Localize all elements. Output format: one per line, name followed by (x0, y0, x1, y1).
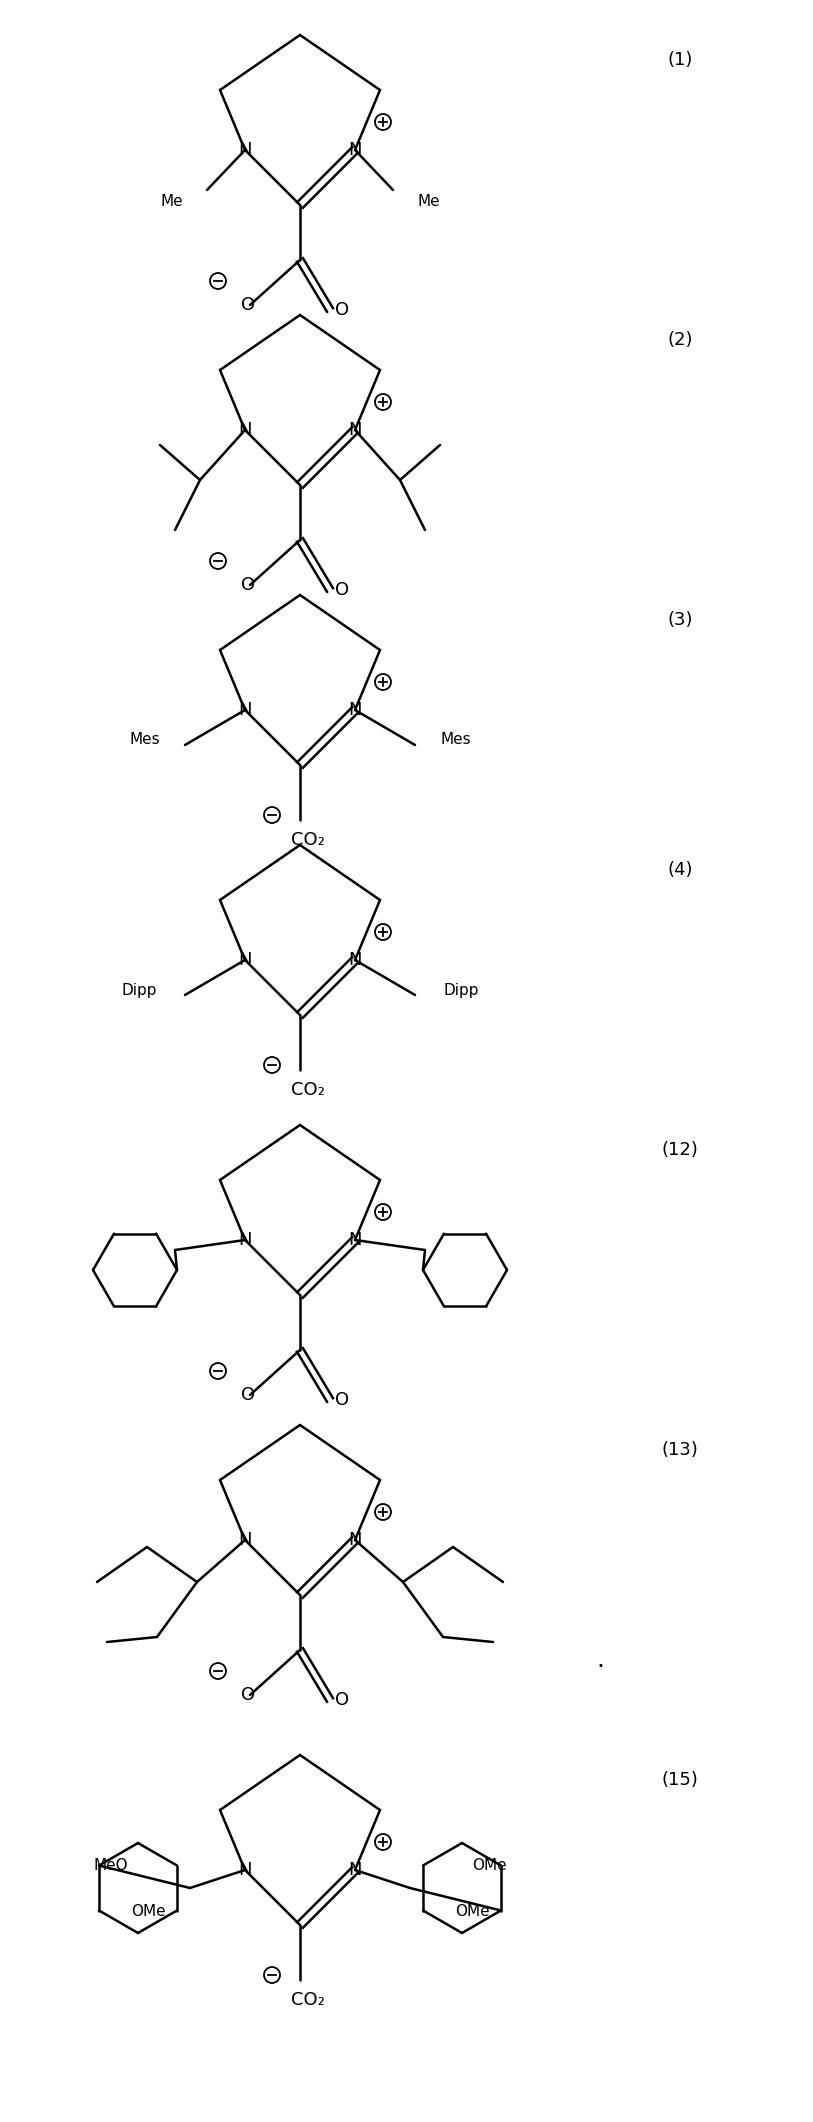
Text: N: N (238, 1530, 252, 1549)
Text: O: O (241, 1386, 255, 1405)
Text: N: N (348, 1861, 362, 1878)
Text: N: N (348, 1231, 362, 1250)
Text: CO₂: CO₂ (291, 1080, 325, 1099)
Text: O: O (335, 581, 349, 598)
Text: N: N (348, 420, 362, 439)
Text: N: N (238, 700, 252, 719)
Text: (3): (3) (667, 611, 693, 628)
Text: Mes: Mes (440, 732, 471, 747)
Text: N: N (238, 1861, 252, 1878)
Text: O: O (335, 1691, 349, 1708)
Text: Mes: Mes (129, 732, 160, 747)
Text: N: N (238, 951, 252, 970)
Text: (13): (13) (662, 1441, 698, 1460)
Text: CO₂: CO₂ (291, 832, 325, 849)
Text: O: O (335, 1392, 349, 1409)
Text: N: N (348, 951, 362, 970)
Text: CO₂: CO₂ (291, 1990, 325, 2010)
Text: N: N (348, 1530, 362, 1549)
Text: O: O (241, 1687, 255, 1704)
Text: OMe: OMe (472, 1857, 506, 1872)
Text: OMe: OMe (131, 1903, 165, 1918)
Text: O: O (241, 575, 255, 594)
Text: N: N (238, 1231, 252, 1250)
Text: Me: Me (160, 195, 183, 210)
Text: (1): (1) (667, 51, 693, 70)
Text: MeO: MeO (93, 1857, 128, 1872)
Text: (15): (15) (662, 1772, 698, 1789)
Text: (4): (4) (667, 862, 693, 879)
Text: O: O (241, 295, 255, 314)
Text: Dipp: Dipp (121, 982, 157, 997)
Text: Dipp: Dipp (443, 982, 479, 997)
Text: Me: Me (417, 195, 440, 210)
Text: N: N (348, 140, 362, 159)
Text: (2): (2) (667, 331, 693, 348)
Text: O: O (335, 301, 349, 318)
Text: N: N (238, 140, 252, 159)
Text: N: N (348, 700, 362, 719)
Text: N: N (238, 420, 252, 439)
Text: .: . (596, 1649, 604, 1672)
Text: OMe: OMe (454, 1903, 489, 1918)
Text: (12): (12) (662, 1142, 698, 1159)
